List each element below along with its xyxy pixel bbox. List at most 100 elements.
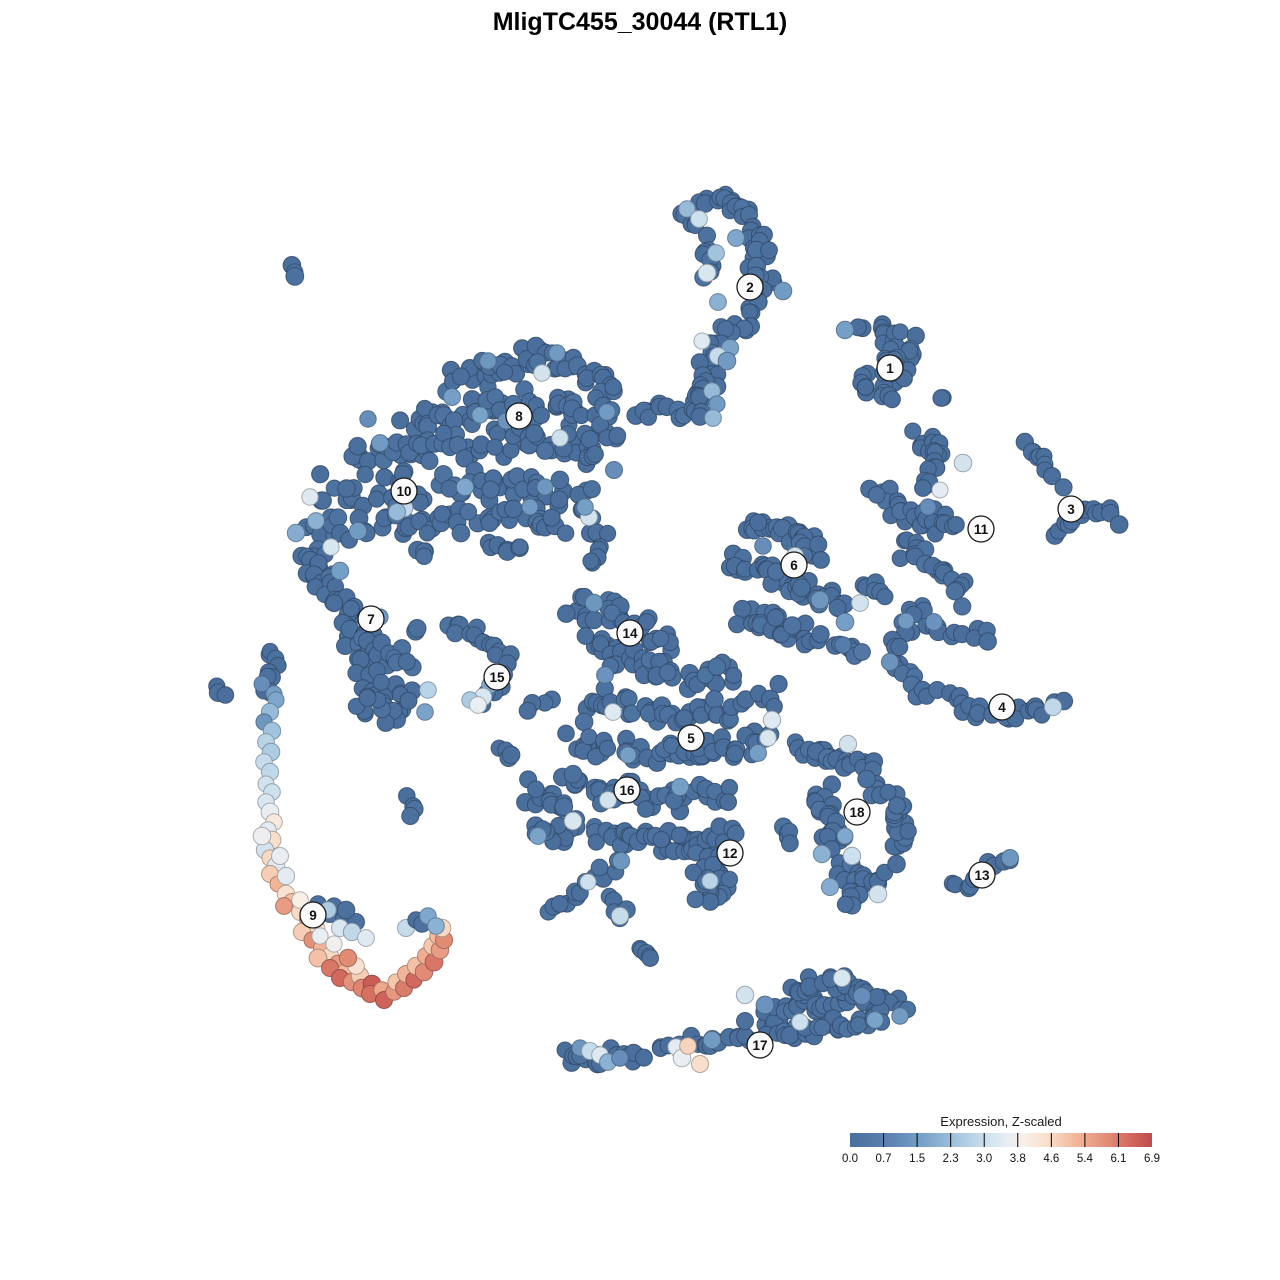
data-point	[833, 969, 851, 987]
data-point	[842, 846, 862, 866]
data-point	[611, 851, 631, 871]
data-point	[348, 437, 367, 456]
data-point	[1042, 467, 1062, 486]
cluster-label-17: 17	[746, 1031, 774, 1059]
data-point	[670, 826, 689, 844]
cluster-label-12: 12	[716, 839, 744, 867]
data-point	[728, 615, 746, 634]
cluster-label-text: 13	[974, 868, 990, 883]
data-point	[726, 744, 744, 763]
cluster-label-text: 12	[722, 846, 737, 861]
data-point	[735, 985, 755, 1005]
data-point	[897, 612, 915, 630]
data-point	[702, 1030, 722, 1050]
data-point	[557, 724, 575, 743]
data-point	[479, 352, 497, 370]
data-point	[440, 479, 459, 498]
data-point	[337, 479, 356, 498]
data-point	[481, 480, 500, 499]
cluster-label-text: 14	[622, 626, 638, 641]
cluster-label-11: 11	[967, 515, 995, 543]
data-point	[580, 728, 598, 746]
data-point	[415, 547, 433, 565]
data-point	[719, 793, 737, 811]
data-point	[749, 744, 767, 762]
data-point	[773, 281, 793, 301]
data-point	[838, 734, 858, 754]
legend-gradient-bar	[850, 1133, 1152, 1147]
data-point	[812, 551, 830, 569]
data-point	[451, 523, 471, 543]
data-point	[330, 561, 350, 581]
data-point	[697, 263, 717, 283]
data-point	[532, 406, 551, 425]
legend-tick-label: 3.0	[976, 1153, 992, 1165]
data-point	[634, 1048, 653, 1067]
data-point	[978, 632, 997, 651]
data-point	[598, 403, 616, 421]
plot-title: MligTC455_30044 (RTL1)	[493, 8, 788, 36]
data-point	[709, 293, 727, 311]
data-point	[1043, 697, 1063, 717]
data-point	[582, 552, 600, 570]
data-point	[836, 895, 855, 914]
data-point	[348, 521, 368, 541]
data-point	[836, 827, 854, 845]
cluster-label-13: 13	[968, 861, 996, 889]
data-point	[899, 822, 917, 840]
data-point	[549, 490, 569, 509]
data-point	[407, 619, 427, 638]
data-point	[639, 408, 658, 426]
data-point	[253, 675, 271, 693]
data-point	[563, 811, 583, 831]
cluster-label-18: 18	[843, 798, 871, 826]
data-point	[891, 1007, 909, 1025]
data-point	[637, 800, 655, 818]
data-point	[291, 891, 309, 909]
data-point	[446, 624, 465, 643]
data-point	[887, 796, 906, 815]
data-point	[416, 703, 434, 721]
data-point	[592, 635, 610, 653]
data-point	[641, 949, 660, 968]
data-point	[550, 895, 569, 913]
data-point	[760, 241, 778, 260]
data-point	[276, 866, 296, 886]
data-point	[762, 710, 782, 730]
data-point	[418, 524, 436, 542]
data-point	[286, 523, 306, 543]
cluster-label-8: 8	[505, 402, 533, 430]
data-point	[701, 872, 719, 890]
data-point	[455, 449, 474, 468]
cluster-label-3: 3	[1057, 495, 1085, 523]
data-point	[876, 588, 894, 606]
data-point	[914, 479, 932, 497]
data-point	[336, 900, 356, 920]
data-point	[599, 791, 617, 809]
data-point	[518, 701, 537, 720]
data-point	[813, 1018, 831, 1037]
data-point	[678, 200, 696, 218]
data-point	[301, 488, 319, 506]
data-point	[338, 948, 358, 968]
data-point	[582, 480, 601, 499]
cluster-label-9: 9	[299, 901, 327, 929]
data-point	[527, 780, 545, 799]
legend-tick-label: 3.8	[1010, 1153, 1026, 1165]
data-point	[359, 410, 377, 428]
data-point	[736, 1012, 754, 1030]
legend-tick-label: 2.3	[943, 1153, 959, 1165]
data-point	[521, 498, 539, 516]
data-point	[931, 481, 949, 499]
data-point	[563, 764, 583, 784]
data-point	[945, 582, 965, 601]
data-point	[556, 524, 575, 542]
data-point	[388, 503, 406, 521]
data-point	[216, 686, 235, 704]
legend-ticks: 0.0 0.7 1.5 2.3 3.0 3.8 4.6 5.4 6.1 6.9	[842, 1133, 1160, 1165]
data-point	[810, 590, 830, 610]
data-point	[652, 830, 670, 849]
data-point	[486, 438, 504, 456]
legend-tick-label: 1.5	[909, 1153, 925, 1165]
cluster-label-text: 3	[1067, 502, 1075, 517]
